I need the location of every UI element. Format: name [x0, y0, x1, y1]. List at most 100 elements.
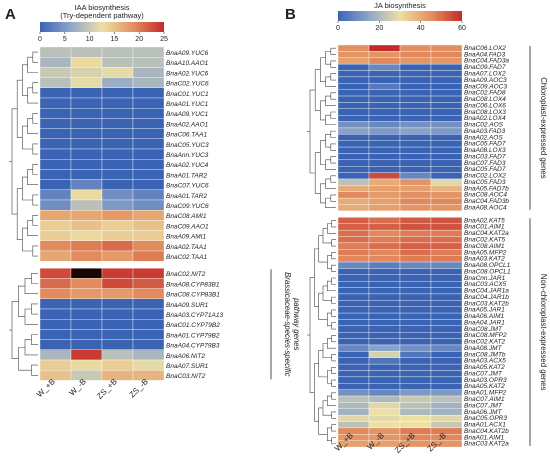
- heatmap-cell: [337, 146, 370, 154]
- dendrogram-branch: [318, 407, 328, 435]
- dendrogram-branch: [325, 134, 331, 148]
- heatmap-cell: [399, 204, 432, 212]
- heatmap-cell: [337, 102, 370, 109]
- heatmap-cell: [368, 121, 401, 129]
- heatmap-cell: [430, 363, 463, 371]
- heatmap-cell: [399, 363, 432, 371]
- heatmap-cell: [430, 440, 463, 448]
- heatmap-cell: [337, 204, 370, 212]
- heatmap-cell: [39, 57, 72, 68]
- heatmap-cell: [430, 89, 463, 97]
- heatmap-cell: [39, 77, 72, 88]
- heatmap-cell: [368, 408, 401, 416]
- heatmap-cell: [337, 408, 370, 416]
- heatmap-cell: [337, 402, 370, 409]
- color-key-tick-label: 20: [135, 36, 143, 43]
- heatmap-cell: [368, 249, 401, 256]
- heatmap-cell: [430, 395, 463, 403]
- heatmap-cell: [101, 77, 134, 88]
- heatmap-cell: [70, 118, 103, 129]
- panel-label-b: B: [285, 6, 296, 23]
- heatmap-cell: [399, 287, 432, 295]
- heatmap-cell: [101, 179, 134, 190]
- heatmap-cell: [399, 268, 432, 275]
- dendrogram-branch: [327, 312, 332, 327]
- heatmap-cell: [337, 332, 370, 339]
- heatmap-cell: [399, 229, 432, 237]
- heatmap-cell: [430, 427, 463, 435]
- dendrogram-branch: [325, 51, 331, 65]
- dendrogram-branch: [314, 363, 319, 422]
- gene-label: BnaA09.YUC6: [166, 50, 209, 57]
- heatmap-cell: [39, 250, 72, 262]
- heatmap-cell: [399, 127, 432, 135]
- heatmap-cell: [368, 57, 401, 65]
- dendrogram-branch: [331, 437, 336, 445]
- heatmap-cell: [399, 319, 432, 327]
- heatmap-cell: [101, 210, 134, 221]
- heatmap-cell: [337, 344, 370, 352]
- heatmap-cell: [399, 370, 432, 378]
- gene-label: BnaC08.AMI1: [166, 213, 207, 220]
- heatmap-cell: [399, 102, 432, 109]
- heatmap-cell: [430, 57, 463, 65]
- dendrogram-branch: [331, 264, 336, 272]
- heatmap-cell: [101, 148, 134, 160]
- heatmap-cell: [368, 223, 401, 231]
- dendrogram-branch: [330, 156, 336, 164]
- heatmap-cell: [132, 97, 165, 109]
- dendrogram-branch: [32, 143, 38, 155]
- heatmap-cell: [337, 44, 370, 52]
- heatmap-cell: [430, 389, 463, 397]
- gene-label: BnaC09.AOC3: [464, 83, 507, 90]
- gene-label: BnaA02.AAO1: [166, 121, 209, 128]
- color-key-tick-label: 20: [375, 25, 383, 32]
- gene-label: BnaA01.CYP79B2: [166, 332, 220, 339]
- gene-label: BnaC01.AIM1: [464, 224, 505, 231]
- color-key-tick-label: 15: [111, 36, 119, 43]
- heatmap-cell: [132, 319, 165, 330]
- gene-label: BnaA03.CYP71A13: [166, 312, 223, 319]
- heatmap-cell: [101, 57, 134, 68]
- heatmap-cell: [337, 274, 370, 282]
- heatmap-cell: [39, 97, 72, 109]
- heatmap-cell: [337, 127, 370, 135]
- heatmap-cell: [101, 288, 134, 299]
- heatmap-cell: [337, 178, 370, 186]
- heatmap-cell: [70, 179, 103, 190]
- gene-label: BnaC02.NIT2: [166, 271, 206, 278]
- heatmap-cell: [132, 210, 165, 221]
- heatmap-cell: [399, 376, 432, 384]
- gene-label: BnaA09.SUR1: [166, 302, 209, 309]
- dendrogram-branch: [31, 303, 38, 315]
- chart-title: IAA biosynthesis: [74, 3, 129, 12]
- heatmap-cell: [399, 153, 432, 161]
- heatmap-cell: [39, 319, 72, 330]
- gene-label: BnaC02.KAT2: [464, 339, 505, 346]
- heatmap-cell: [337, 363, 370, 371]
- heatmap-cell: [399, 236, 432, 244]
- heatmap-cell: [430, 76, 463, 84]
- heatmap-cell: [101, 329, 134, 340]
- gene-label: BnaC01.YUC1: [166, 91, 209, 98]
- dendrogram-branch: [32, 245, 38, 257]
- heatmap-cell: [430, 197, 463, 205]
- heatmap-cell: [337, 357, 370, 365]
- heatmap-cell: [337, 89, 370, 97]
- heatmap-cell: [39, 199, 72, 211]
- heatmap-cell: [101, 87, 134, 99]
- dendrogram-branch: [331, 379, 336, 387]
- gene-label: BnaC09.FAD7: [464, 64, 506, 71]
- heatmap-cell: [101, 169, 134, 180]
- heatmap-cell: [39, 179, 72, 190]
- gene-label: BnaC02.AOS: [464, 122, 504, 129]
- heatmap-cell: [337, 293, 370, 301]
- dendrogram-branch: [327, 427, 332, 441]
- heatmap-cell: [132, 77, 165, 88]
- gene-label: BnaA09.YUC1: [166, 111, 209, 118]
- heatmap-cell: [368, 402, 401, 409]
- heatmap-cell: [430, 351, 463, 358]
- dendrogram-branch: [318, 350, 328, 378]
- heatmap-cell: [132, 159, 165, 170]
- heatmap-cell: [430, 127, 463, 135]
